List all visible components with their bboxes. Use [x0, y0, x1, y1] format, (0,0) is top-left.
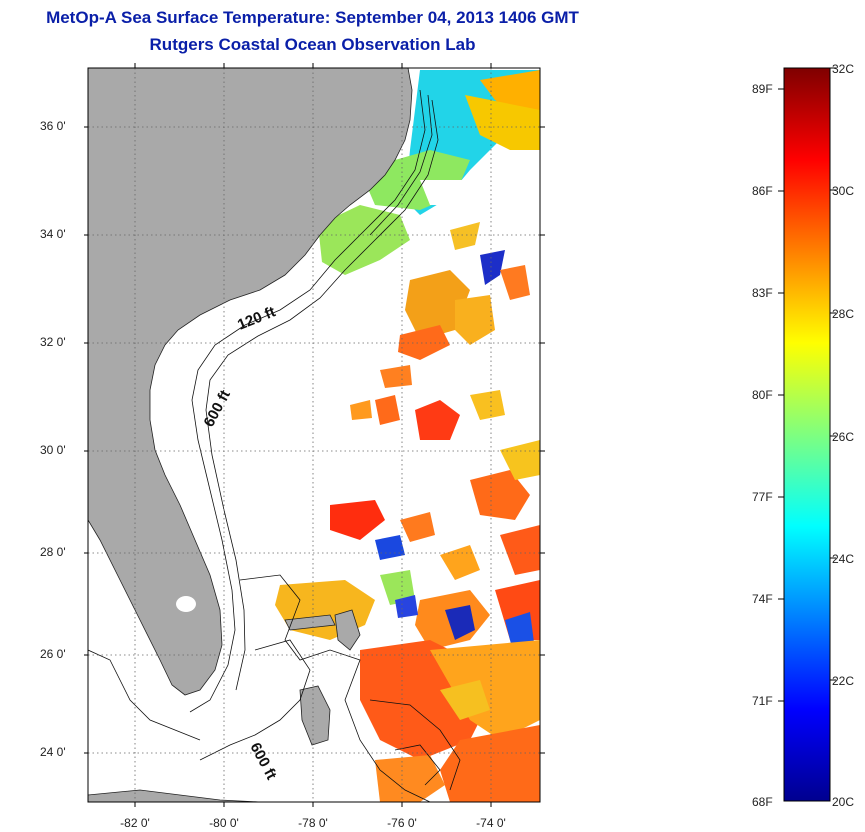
map-area: 120 ft 600 ft 600 ft: [88, 68, 540, 802]
colorbar-label-71f: 71F: [752, 694, 773, 708]
lon-label-76: -76 0': [387, 816, 417, 830]
island-bahamas-andros: [299, 685, 331, 746]
island-bahamas-abaco: [334, 609, 361, 651]
island-cuba: [88, 789, 261, 802]
lon-label-82: -82 0': [120, 816, 150, 830]
colorbar-label-32c: 32C: [832, 62, 855, 76]
lat-label-28: 28 0': [40, 545, 66, 559]
map-subtitle: Rutgers Coastal Ocean Observation Lab: [149, 35, 476, 54]
colorbar-label-28c: 28C: [832, 307, 855, 321]
colorbar-label-83f: 83F: [752, 286, 773, 300]
colorbar-label-89f: 89F: [752, 82, 773, 96]
island-grand-bahama: [284, 614, 336, 631]
lon-label-80: -80 0': [209, 816, 239, 830]
colorbar-label-24c: 24C: [832, 552, 855, 566]
lon-label-74: -74 0': [476, 816, 506, 830]
lake-okeechobee: [176, 596, 196, 612]
colorbar-label-20c: 20C: [832, 795, 855, 809]
lat-label-34: 34 0': [40, 227, 66, 241]
map-frame: [87, 67, 541, 803]
colorbar-label-22c: 22C: [832, 674, 855, 688]
colorbar-label-74f: 74F: [752, 592, 773, 606]
map-title: MetOp-A Sea Surface Temperature: Septemb…: [46, 8, 579, 27]
colorbar-label-68f: 68F: [752, 795, 773, 809]
colorbar-label-26c: 26C: [832, 430, 855, 444]
axis-ticks: [84, 63, 545, 807]
lat-label-30: 30 0': [40, 443, 66, 457]
lon-label-78: -78 0': [298, 816, 328, 830]
graticule: [88, 68, 540, 802]
colorbar-label-86f: 86F: [752, 184, 773, 198]
bathymetry-contours: [88, 89, 461, 802]
colorbar: [783, 67, 831, 802]
lat-label-26: 26 0': [40, 647, 66, 661]
colorbar-label-30c: 30C: [832, 184, 855, 198]
lat-label-32: 32 0': [40, 335, 66, 349]
colorbar-label-80f: 80F: [752, 388, 773, 402]
lat-label-24: 24 0': [40, 745, 66, 759]
land-mass: [88, 68, 413, 696]
colorbar-label-77f: 77F: [752, 490, 773, 504]
lat-label-36: 36 0': [40, 119, 66, 133]
colorbar-ticks: [778, 67, 836, 702]
